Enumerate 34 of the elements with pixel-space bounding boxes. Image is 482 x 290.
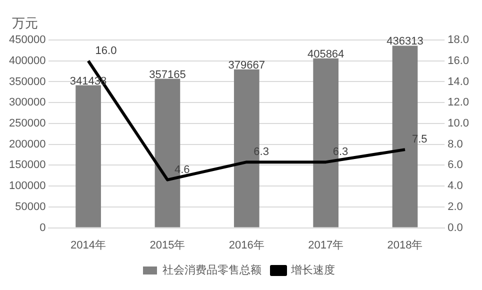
y2-tick-label: 16.0: [448, 54, 470, 67]
y2-tick-label: 18.0: [448, 34, 470, 46]
data-label: 16.0: [95, 44, 117, 57]
x-tick-label: 2017年: [308, 239, 344, 252]
data-label: 405864: [307, 48, 344, 60]
y-tick-label: 450000: [8, 34, 46, 46]
x-tick-label: 2014年: [70, 239, 106, 252]
y-tick-label: 350000: [8, 76, 46, 88]
y2-tick-label: 6.0: [448, 159, 463, 172]
legend-label: 增长速度: [290, 264, 335, 277]
y2-tick-label: 10.0: [448, 118, 470, 130]
y-tick-label: 200000: [8, 138, 46, 150]
data-label: 379667: [228, 59, 266, 72]
x-tick-label: 2018年: [387, 239, 423, 252]
y-tick-label: 250000: [8, 118, 46, 130]
data-label: 436313: [386, 36, 424, 48]
x-tick-label: 2016年: [228, 239, 264, 252]
y-tick-label: 100000: [8, 180, 46, 192]
y-tick-label: 50000: [15, 200, 46, 213]
bar: [76, 85, 101, 228]
x-tick-label: 2015年: [150, 239, 186, 252]
y-tick-label: 300000: [8, 96, 46, 109]
y2-tick-label: 2.0: [448, 200, 463, 213]
y2-tick-label: 14.0: [448, 76, 470, 88]
y-tick-label: 0: [40, 222, 46, 234]
data-label: 357165: [149, 68, 186, 81]
y2-tick-label: 12.0: [448, 96, 470, 109]
legend-label: 社会消费品零售总额: [162, 264, 262, 277]
y2-tick-label: 4.0: [448, 180, 463, 192]
y2-tick-label: 8.0: [448, 138, 463, 150]
y-tick-label: 400000: [8, 54, 46, 67]
y2-tick-label: 0.0: [448, 222, 463, 234]
y-axis-title: 万元: [12, 16, 38, 31]
y-tick-label: 150000: [8, 159, 46, 172]
